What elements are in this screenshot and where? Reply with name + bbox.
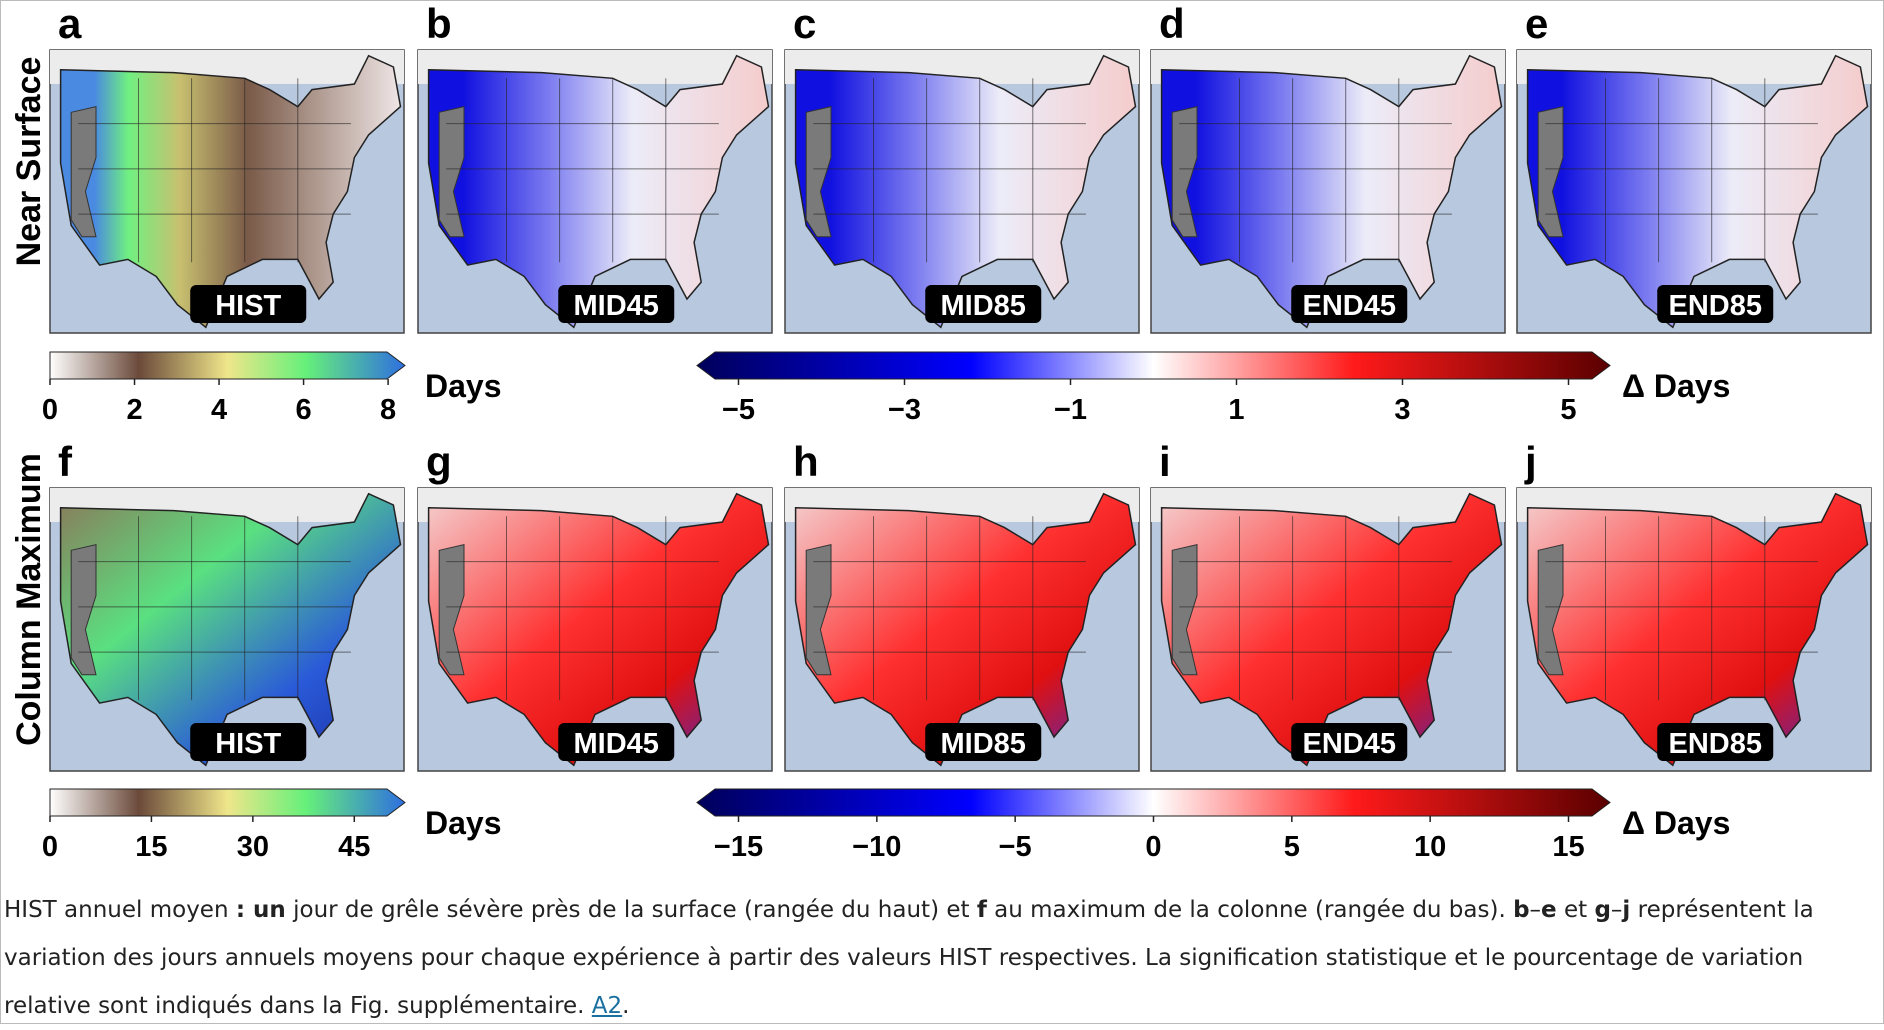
scenario-badge xyxy=(558,723,675,761)
colorbar-tick-label: 15 xyxy=(135,831,167,863)
row-label: Column Maximum xyxy=(10,453,48,746)
colorbar-tick-label: −3 xyxy=(888,394,921,426)
scenario-badge xyxy=(1657,723,1774,761)
map-panel: MID85 xyxy=(784,49,1140,334)
caption-bold: f xyxy=(976,897,987,923)
caption-text: représentent la variation des jours annu… xyxy=(4,897,1814,1019)
caption-text: au maximum de la colonne (rangée du bas)… xyxy=(986,897,1514,923)
scenario-label: HIST xyxy=(215,728,281,760)
colorbar xyxy=(696,788,1611,817)
panel-letter: i xyxy=(1159,438,1171,485)
colorbar-tick-label: −10 xyxy=(852,831,901,863)
scenario-label: END85 xyxy=(1668,290,1762,322)
colorbar xyxy=(696,351,1611,380)
caption-link[interactable]: A2 xyxy=(591,993,623,1019)
panel-letter: a xyxy=(58,0,82,47)
caption-text: . xyxy=(622,993,630,1019)
caption-bold: e xyxy=(1541,897,1557,923)
caption-text: et xyxy=(1556,897,1595,923)
panel-letter: e xyxy=(1525,0,1548,47)
colorbar-tick-label: 30 xyxy=(237,831,269,863)
colorbar xyxy=(49,788,406,817)
map-panel: END85 xyxy=(1516,487,1872,772)
colorbar-tick-label: −1 xyxy=(1054,394,1087,426)
colorbar-tick-label: 0 xyxy=(1145,831,1161,863)
colorbar-tick-label: 2 xyxy=(126,394,142,426)
scenario-label: MID85 xyxy=(941,728,1026,760)
panel-letter: h xyxy=(793,438,819,485)
colorbar-unit: Days xyxy=(425,368,502,404)
caption: HIST annuel moyen : un jour de grêle sév… xyxy=(4,886,1876,1030)
caption-bold: g xyxy=(1594,897,1611,923)
caption-bold: b xyxy=(1513,897,1530,923)
colorbar-tick-label: 5 xyxy=(1284,831,1300,863)
colorbar xyxy=(49,351,406,380)
colorbar-tick-label: −15 xyxy=(714,831,763,863)
scenario-label: END45 xyxy=(1302,290,1396,322)
colorbar-tick-label: −5 xyxy=(999,831,1032,863)
figure: Near Surface HIST a MID45 b MID85 c END45 d END85… xyxy=(10,0,1872,863)
colorbar-tick-label: −5 xyxy=(722,394,755,426)
scenario-badge xyxy=(925,285,1042,323)
caption-bold: : un xyxy=(235,897,286,923)
scenario-badge xyxy=(1291,285,1408,323)
scenario-label: MID45 xyxy=(574,290,659,322)
colorbar-tick-label: 3 xyxy=(1394,394,1410,426)
scenario-badge xyxy=(1657,285,1774,323)
panel-letter: d xyxy=(1159,0,1185,47)
panel-letter: f xyxy=(58,438,73,485)
map-panel: MID85 xyxy=(784,487,1140,772)
colorbar-tick-label: 45 xyxy=(338,831,370,863)
colorbar-tick-label: 10 xyxy=(1414,831,1446,863)
scenario-label: MID85 xyxy=(941,290,1026,322)
colorbar-tick-label: 4 xyxy=(211,394,227,426)
map-panel: END85 xyxy=(1516,49,1872,334)
map-panel: END45 xyxy=(1150,487,1506,772)
scenario-badge xyxy=(925,723,1042,761)
colorbar-tick-label: 1 xyxy=(1228,394,1244,426)
colorbar-tick-label: 5 xyxy=(1560,394,1576,426)
scenario-label: HIST xyxy=(215,290,281,322)
scenario-label: END85 xyxy=(1668,728,1762,760)
row-label: Near Surface xyxy=(10,57,48,267)
colorbar-tick-label: 6 xyxy=(296,394,312,426)
colorbar-tick-label: 8 xyxy=(380,394,396,426)
caption-text: – xyxy=(1529,897,1542,923)
scenario-badge xyxy=(190,723,307,761)
scenario-label: END45 xyxy=(1302,728,1396,760)
colorbar-unit: Δ Days xyxy=(1622,805,1730,841)
colorbar-tick-label: 15 xyxy=(1552,831,1584,863)
map-panel: HIST xyxy=(49,487,405,772)
colorbar-unit: Days xyxy=(425,805,502,841)
caption-bold: j xyxy=(1622,897,1631,923)
panel-letter: b xyxy=(426,0,452,47)
map-panel: END45 xyxy=(1150,49,1506,334)
map-panel: HIST xyxy=(49,49,405,334)
caption-text: jour de grêle sévère près de la surface … xyxy=(285,897,977,923)
colorbar-unit: Δ Days xyxy=(1622,368,1730,404)
colorbar-tick-label: 0 xyxy=(42,831,58,863)
caption-text: – xyxy=(1610,897,1623,923)
map-panel: MID45 xyxy=(417,49,773,334)
panel-letter: g xyxy=(426,438,452,485)
scenario-label: MID45 xyxy=(574,728,659,760)
panel-letter: j xyxy=(1524,438,1537,485)
colorbar-tick-label: 0 xyxy=(42,394,58,426)
map-panel: MID45 xyxy=(417,487,773,772)
scenario-badge xyxy=(1291,723,1408,761)
scenario-badge xyxy=(190,285,307,323)
scenario-badge xyxy=(558,285,675,323)
panel-letter: c xyxy=(793,0,816,47)
caption-text: HIST annuel moyen xyxy=(4,897,236,923)
